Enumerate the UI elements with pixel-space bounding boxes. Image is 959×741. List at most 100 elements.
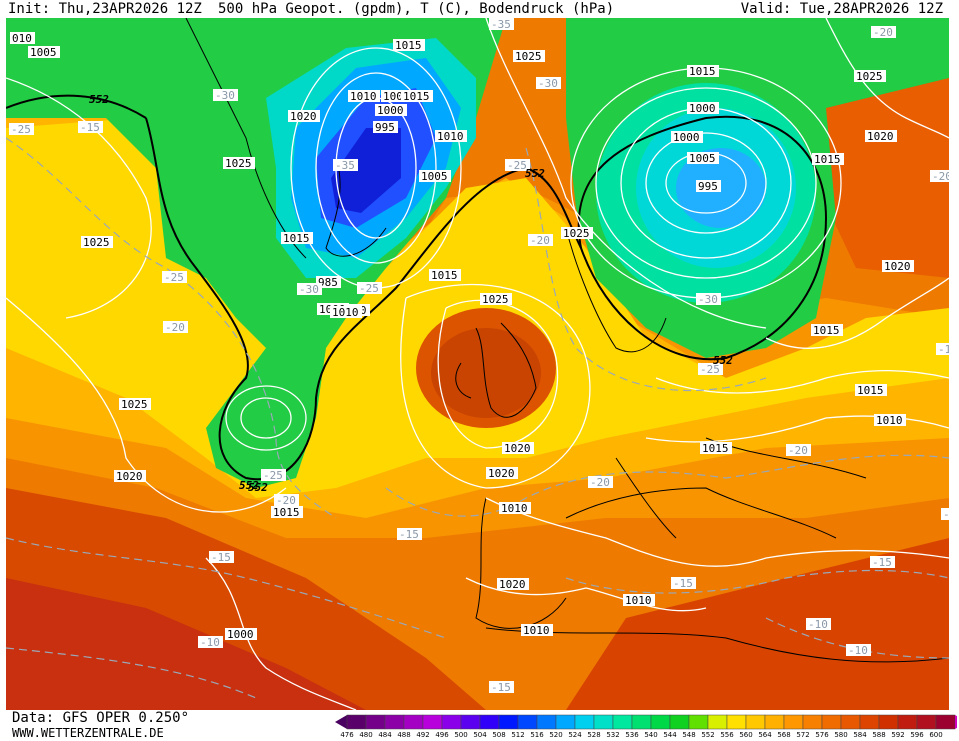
scale-tick-label: 504 xyxy=(473,731,487,739)
temperature-label: -35 xyxy=(333,159,358,172)
isobar-label: 1010 xyxy=(348,90,380,103)
scale-tick-label: 544 xyxy=(663,731,677,739)
color-swatch xyxy=(517,714,538,730)
scale-tick-label: 552 xyxy=(701,731,715,739)
isobar-label: 1015 xyxy=(271,506,303,519)
svg-text:-15: -15 xyxy=(211,551,231,564)
temperature-label: -15 xyxy=(209,551,234,564)
color-swatch xyxy=(821,714,842,730)
coast-africa xyxy=(485,627,949,663)
svg-text:1015: 1015 xyxy=(813,324,840,337)
isobar-label: 1015 xyxy=(281,232,313,245)
svg-text:1025: 1025 xyxy=(83,236,110,249)
scale-tick-label: 496 xyxy=(435,731,449,739)
svg-text:1015: 1015 xyxy=(814,153,841,166)
svg-text:-20: -20 xyxy=(165,321,185,334)
temperature-label: -10 xyxy=(941,508,949,521)
temperature-label: -20 xyxy=(274,494,299,507)
scale-arrow-right xyxy=(955,715,957,729)
isobar-label: 1005 xyxy=(419,170,451,183)
isobar-label: 985 xyxy=(316,276,341,289)
svg-text:1010: 1010 xyxy=(625,594,652,607)
coast-ireland xyxy=(455,362,472,399)
temperature-label: -20 xyxy=(588,476,613,489)
svg-text:-30: -30 xyxy=(215,89,235,102)
svg-text:1015: 1015 xyxy=(273,506,300,519)
svg-text:1005: 1005 xyxy=(689,152,716,165)
temperature-label: -20 xyxy=(528,234,553,247)
svg-text:552: 552 xyxy=(239,479,259,492)
temperature-label: -10 xyxy=(846,644,871,657)
color-swatch xyxy=(555,714,576,730)
svg-text:-20: -20 xyxy=(590,476,610,489)
isotherm-line xyxy=(6,647,257,699)
isobar-label: 1015 xyxy=(429,269,461,282)
svg-text:1025: 1025 xyxy=(563,227,590,240)
isobar-label: 1015 xyxy=(855,384,887,397)
isobar-label: 1020 xyxy=(114,470,146,483)
isobar-line xyxy=(6,77,152,319)
svg-text:1020: 1020 xyxy=(499,578,526,591)
geopotential-label: 552 xyxy=(239,479,259,492)
geopotential-label: 552 xyxy=(713,354,733,367)
site-url: WWW.WETTERZENTRALE.DE xyxy=(12,726,164,740)
svg-text:1010: 1010 xyxy=(350,90,377,103)
svg-text:1005: 1005 xyxy=(30,46,57,59)
temperature-label: -30 xyxy=(213,89,238,102)
isobar-line xyxy=(6,297,287,513)
isobar-label: 1020 xyxy=(865,130,897,143)
svg-text:-35: -35 xyxy=(491,18,511,31)
isobar-line xyxy=(400,283,591,489)
scale-tick-label: 476 xyxy=(340,731,354,739)
scale-tick-label: 568 xyxy=(777,731,791,739)
scale-tick-label: 576 xyxy=(815,731,829,739)
isobar-label: 1005 xyxy=(28,46,60,59)
svg-text:552: 552 xyxy=(525,167,545,180)
valid-time: Valid: Tue,28APR2026 12Z xyxy=(740,1,943,17)
scale-tick-label: 512 xyxy=(511,731,525,739)
temperature-label: -20 xyxy=(163,321,188,334)
svg-text:1010: 1010 xyxy=(332,306,359,319)
header-bar: Init: Thu,23APR2026 12Z 500 hPa Geopot. … xyxy=(0,0,959,18)
isobar-label: 1015 xyxy=(401,90,433,103)
temperature-label: -15 xyxy=(671,577,696,590)
isobar-label: 1015 xyxy=(393,39,425,52)
scale-tick-label: 532 xyxy=(606,731,620,739)
color-swatch xyxy=(669,714,690,730)
svg-text:-25: -25 xyxy=(700,363,720,376)
temperature-label: -25 xyxy=(357,282,382,295)
scale-tick-label: 584 xyxy=(853,731,867,739)
isobar-label: 1010 xyxy=(521,624,553,637)
color-swatch xyxy=(764,714,785,730)
scale-tick-label: 528 xyxy=(587,731,601,739)
field-southwest-darkest xyxy=(6,578,366,710)
scale-tick-label: 508 xyxy=(492,731,506,739)
isobar-label: 1000 xyxy=(687,102,719,115)
coast-britain xyxy=(475,322,537,418)
svg-text:552: 552 xyxy=(248,481,268,494)
isobar-label: 1015 xyxy=(687,65,719,78)
temperature-label: -25 xyxy=(505,159,530,172)
scale-tick-label: 484 xyxy=(378,731,392,739)
isobar-label: 1020 xyxy=(486,467,518,480)
data-source: Data: GFS OPER 0.250° xyxy=(12,710,190,726)
svg-text:1020: 1020 xyxy=(504,442,531,455)
temperature-label: -15 xyxy=(936,343,949,356)
svg-text:1015: 1015 xyxy=(395,39,422,52)
geopotential-label: 552 xyxy=(525,167,545,180)
svg-text:1000: 1000 xyxy=(673,131,700,144)
svg-text:-20: -20 xyxy=(788,444,808,457)
isobar-line xyxy=(437,299,559,449)
color-swatch xyxy=(935,714,956,730)
isobar-label: 1000 xyxy=(671,131,703,144)
isobar-label: 1025 xyxy=(561,227,593,240)
svg-text:-25: -25 xyxy=(263,469,283,482)
color-swatch xyxy=(612,714,633,730)
isobar-label: 1000 xyxy=(225,628,257,641)
scale-tick-label: 548 xyxy=(682,731,696,739)
svg-text:1025: 1025 xyxy=(482,293,509,306)
svg-text:1025: 1025 xyxy=(121,398,148,411)
isobar-ring xyxy=(240,397,292,439)
isobar-label: 995 xyxy=(373,121,398,134)
color-swatch xyxy=(650,714,671,730)
